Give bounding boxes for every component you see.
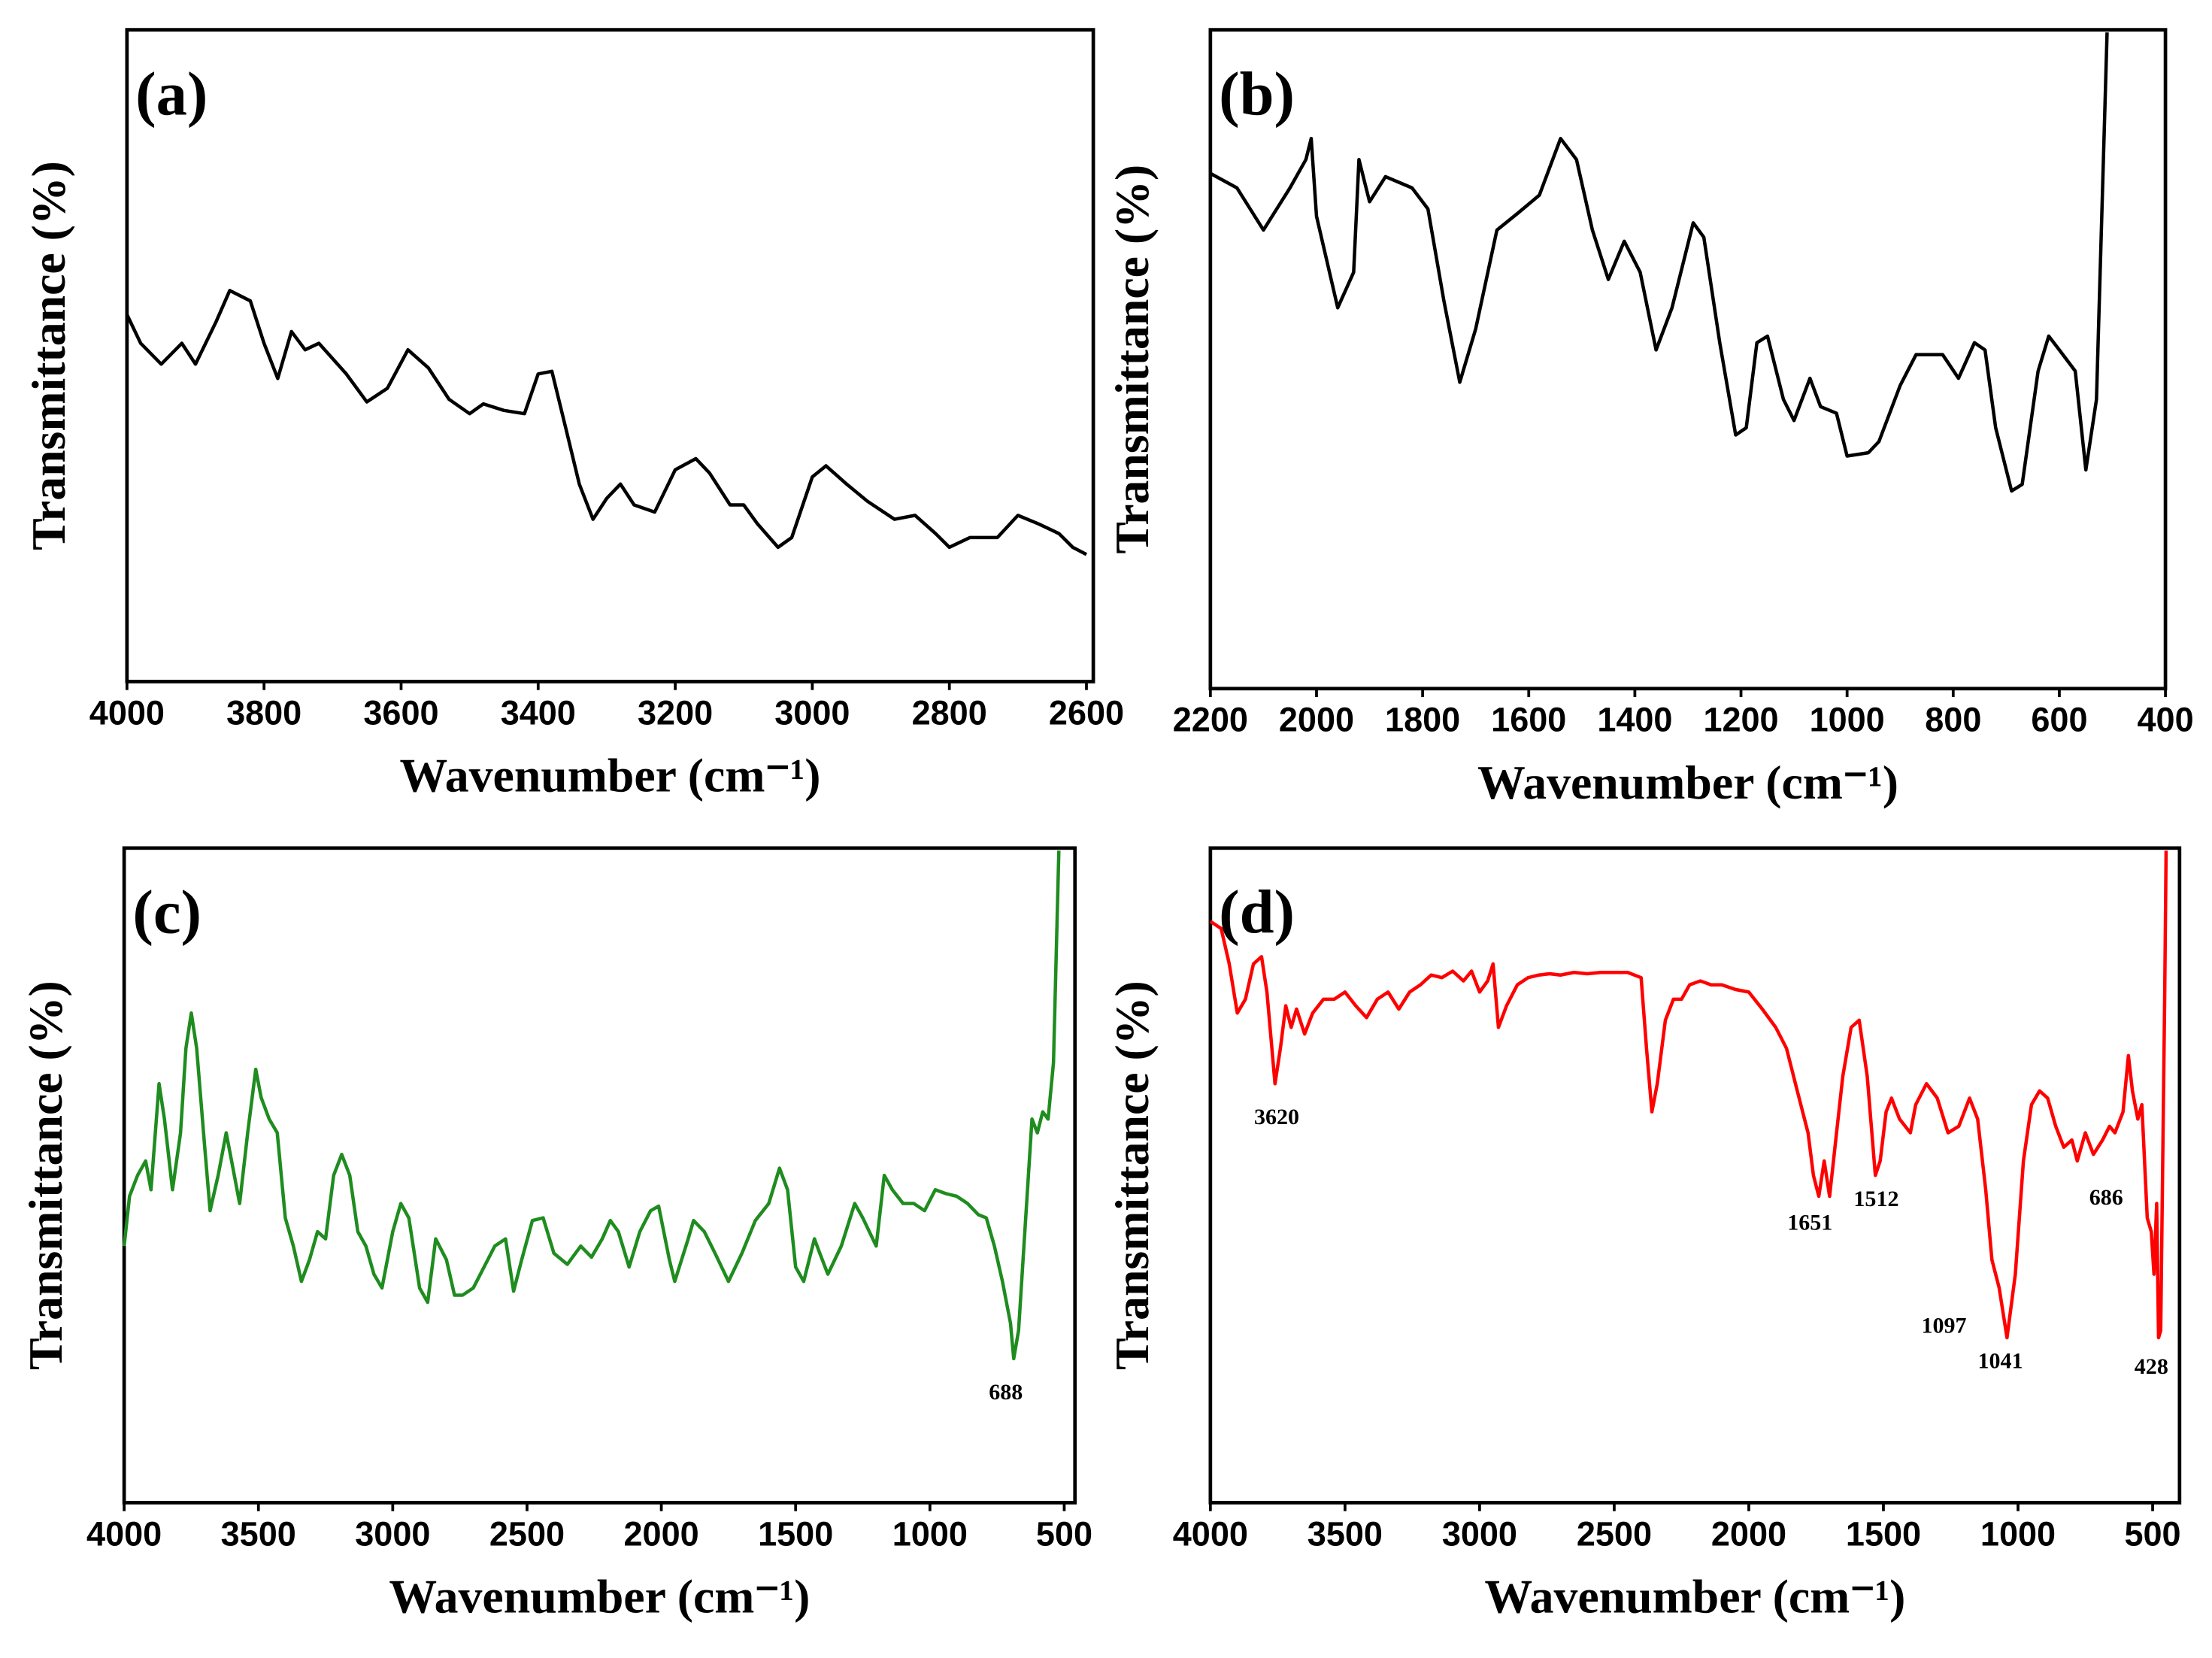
x-axis-label: Wavenumber (cm⁻¹) <box>1477 756 1898 809</box>
y-axis-label: Transmittance (%) <box>1105 981 1159 1370</box>
peak-label: 1097 <box>1921 1314 1966 1338</box>
x-tick-label: 500 <box>1036 1514 1092 1553</box>
x-tick-label: 2500 <box>1577 1514 1652 1553</box>
x-tick-label: 500 <box>2124 1514 2180 1553</box>
spectrum-line <box>1209 850 2168 1340</box>
panel-label: (b) <box>1219 59 1295 128</box>
panel-label: (a) <box>135 59 208 128</box>
x-tick-label: 2800 <box>912 693 987 732</box>
x-tick-label: 1000 <box>1810 701 1885 739</box>
x-tick-label: 4000 <box>89 693 165 732</box>
panel-label: (d) <box>1219 877 1295 947</box>
x-tick-label: 3600 <box>363 693 438 732</box>
peak-label: 428 <box>2135 1354 2168 1379</box>
x-tick-label: 2000 <box>1279 701 1354 739</box>
plot-frame <box>125 28 1095 684</box>
x-tick-label: 600 <box>2031 701 2087 739</box>
x-tick-label: 3500 <box>1308 1514 1383 1553</box>
x-tick-label: 1500 <box>1846 1514 1921 1553</box>
x-tick-label: 4000 <box>86 1514 162 1553</box>
peak-label: 1041 <box>1978 1349 2023 1374</box>
peak-label: 686 <box>2089 1185 2123 1210</box>
peak-label: 3620 <box>1254 1105 1299 1129</box>
x-axis-label: Wavenumber (cm⁻¹) <box>1484 1569 1905 1623</box>
x-axis-label: Wavenumber (cm⁻¹) <box>399 748 820 802</box>
y-axis-label: Transmittance (%) <box>22 161 75 550</box>
spectrum-line <box>125 289 1088 556</box>
plot-frame <box>1208 846 2182 1505</box>
spectrum-line <box>122 850 1061 1361</box>
y-axis-label: Transmittance (%) <box>1105 165 1159 554</box>
spectrum-line <box>1209 32 2109 493</box>
x-tick-label: 3200 <box>638 693 713 732</box>
x-tick-label: 1400 <box>1597 701 1672 739</box>
x-tick-label: 3000 <box>1442 1514 1517 1553</box>
x-tick-label: 1800 <box>1385 701 1460 739</box>
x-tick-label: 2000 <box>1711 1514 1786 1553</box>
peak-label: 1651 <box>1787 1211 1832 1235</box>
x-tick-label: 1500 <box>758 1514 833 1553</box>
x-tick-label: 800 <box>1925 701 1981 739</box>
x-tick-label: 2500 <box>489 1514 565 1553</box>
panel-label: (c) <box>132 877 202 947</box>
x-tick-label: 2600 <box>1049 693 1124 732</box>
x-tick-label: 400 <box>2138 701 2194 739</box>
x-tick-label: 3000 <box>355 1514 430 1553</box>
x-tick-label: 3500 <box>221 1514 296 1553</box>
x-axis-label: Wavenumber (cm⁻¹) <box>389 1569 810 1623</box>
x-tick-label: 3800 <box>226 693 301 732</box>
x-tick-label: 3400 <box>501 693 576 732</box>
y-axis-label: Transmittance (%) <box>19 981 72 1370</box>
x-tick-label: 1000 <box>892 1514 968 1553</box>
peak-label: 688 <box>989 1380 1023 1405</box>
plot-frame <box>122 846 1077 1505</box>
x-tick-label: 4000 <box>1173 1514 1248 1553</box>
x-tick-label: 3000 <box>774 693 850 732</box>
x-tick-label: 1200 <box>1703 701 1778 739</box>
x-tick-label: 2000 <box>624 1514 699 1553</box>
x-tick-label: 2200 <box>1173 701 1248 739</box>
peak-label: 1512 <box>1853 1187 1898 1211</box>
plot-frame <box>1208 28 2168 691</box>
x-tick-label: 1000 <box>1980 1514 2056 1553</box>
x-tick-label: 1600 <box>1491 701 1566 739</box>
